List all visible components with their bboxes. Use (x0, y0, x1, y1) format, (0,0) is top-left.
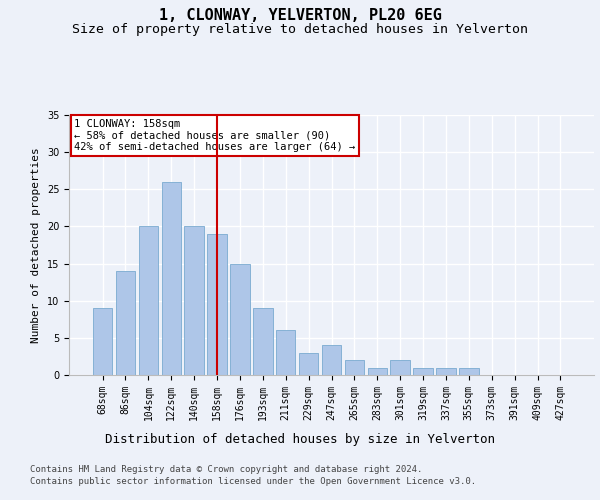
Text: 1, CLONWAY, YELVERTON, PL20 6EG: 1, CLONWAY, YELVERTON, PL20 6EG (158, 8, 442, 22)
Bar (368, 368, 387, 375)
Bar (391, 360, 410, 375)
Bar (459, 368, 479, 375)
Bar (253, 308, 272, 375)
Bar (93, 308, 112, 375)
Text: Distribution of detached houses by size in Yelverton: Distribution of detached houses by size … (105, 432, 495, 446)
Y-axis label: Number of detached properties: Number of detached properties (31, 147, 41, 343)
Bar (276, 330, 295, 375)
Bar (322, 346, 341, 375)
Bar (184, 226, 204, 375)
Text: Contains HM Land Registry data © Crown copyright and database right 2024.: Contains HM Land Registry data © Crown c… (30, 465, 422, 474)
Bar (116, 271, 135, 375)
Bar (436, 368, 455, 375)
Text: Contains public sector information licensed under the Open Government Licence v3: Contains public sector information licen… (30, 478, 476, 486)
Bar (413, 368, 433, 375)
Bar (161, 182, 181, 375)
Bar (344, 360, 364, 375)
Bar (230, 264, 250, 375)
Bar (208, 234, 227, 375)
Bar (299, 352, 319, 375)
Text: Size of property relative to detached houses in Yelverton: Size of property relative to detached ho… (72, 22, 528, 36)
Text: 1 CLONWAY: 158sqm
← 58% of detached houses are smaller (90)
42% of semi-detached: 1 CLONWAY: 158sqm ← 58% of detached hous… (74, 119, 355, 152)
Bar (139, 226, 158, 375)
